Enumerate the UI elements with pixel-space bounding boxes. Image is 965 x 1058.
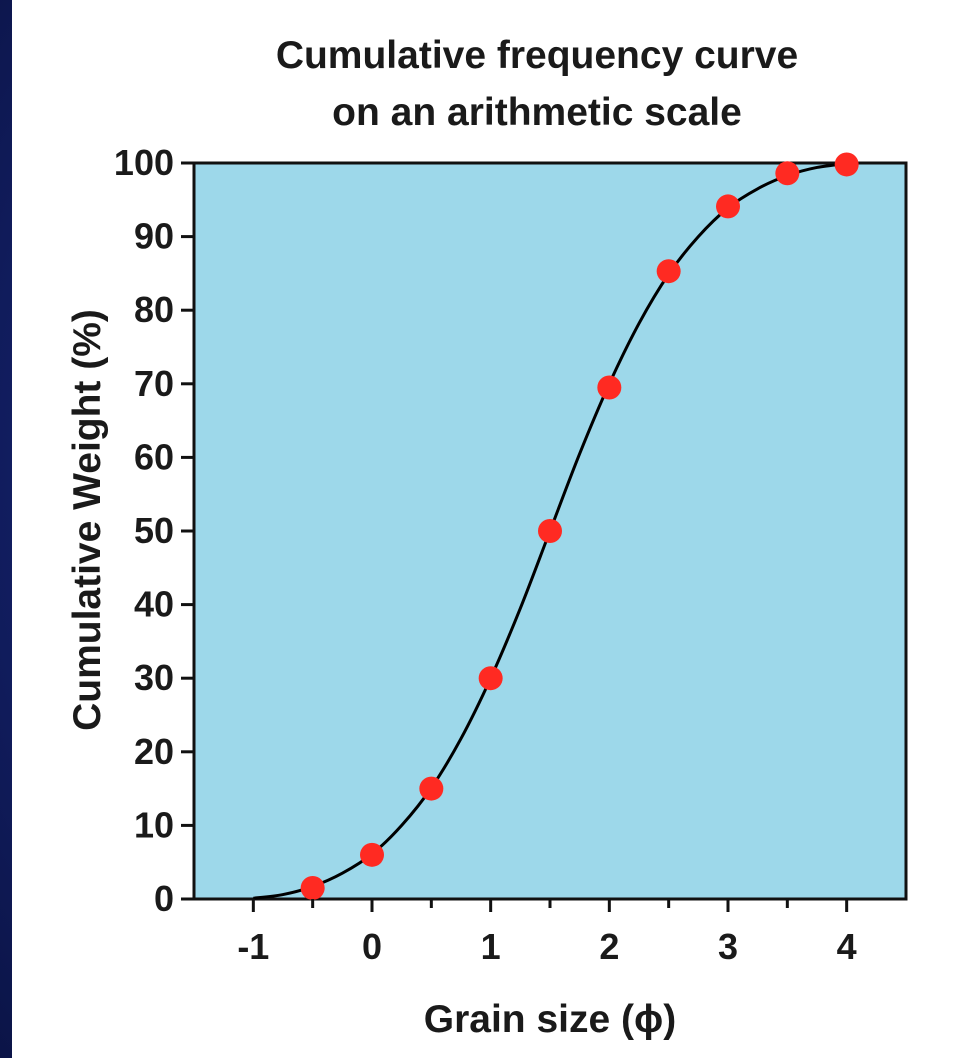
y-tick-label: 100 (114, 142, 174, 183)
x-tick-label: 1 (481, 926, 501, 967)
y-axis-label: Cumulative Weight (%) (66, 309, 109, 731)
points-layer (300, 152, 859, 900)
y-tick-label: 70 (134, 363, 174, 404)
x-tick-label: 0 (362, 926, 382, 967)
y-tick-label: 10 (134, 804, 174, 845)
data-point (775, 161, 800, 186)
data-point (538, 519, 562, 543)
chart-subtitle: on an arithmetic scale (332, 91, 742, 134)
x-axis-label: Grain size (ϕ) (424, 998, 676, 1041)
y-tick-label: 20 (134, 731, 174, 772)
y-tick-label: 30 (134, 657, 174, 698)
y-tick-label: 90 (134, 216, 174, 257)
chart-title: Cumulative frequency curve (276, 34, 798, 77)
data-point (656, 259, 681, 284)
y-tick-label: 80 (134, 289, 174, 330)
x-tick-label: -1 (237, 926, 269, 967)
cumulative-frequency-chart: Cumulative frequency curve on an arithme… (66, 34, 908, 1041)
y-tick-label: 60 (134, 436, 174, 477)
data-point (300, 875, 325, 900)
x-tick-label: 2 (599, 926, 619, 967)
y-tick-label: 0 (154, 878, 174, 919)
data-point (478, 666, 503, 691)
y-axis: 0 10 20 30 40 50 60 70 80 90 100 (114, 142, 194, 919)
data-point (716, 194, 740, 219)
x-tick-label: 4 (837, 926, 857, 967)
data-point (360, 842, 384, 867)
data-point (597, 375, 622, 400)
x-axis: -1 0 1 2 3 4 (237, 899, 857, 967)
data-point (419, 776, 444, 801)
y-tick-label: 40 (134, 584, 174, 625)
data-point (834, 152, 859, 177)
y-tick-label: 50 (134, 510, 174, 551)
x-tick-label: 3 (718, 926, 738, 967)
chart-card: Cumulative frequency curve on an arithme… (12, 0, 965, 1058)
